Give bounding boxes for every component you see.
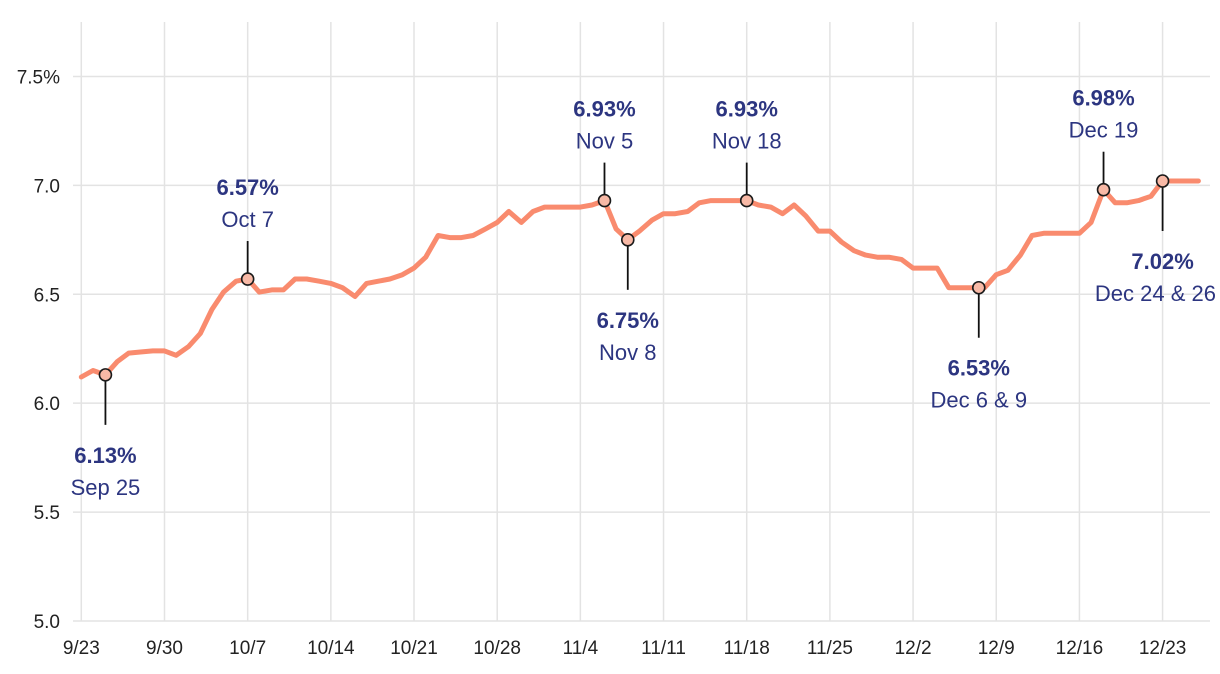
annotation-value: 6.57%	[216, 175, 278, 200]
x-tick-label: 11/11	[641, 638, 686, 659]
annotation-date: Dec 19	[1069, 118, 1139, 143]
annotation-value: 6.75%	[597, 308, 659, 333]
annotation-date: Dec 24 & 26	[1095, 281, 1216, 306]
y-tick-label: 7.5%	[17, 67, 60, 88]
x-tick-label: 12/23	[1139, 638, 1187, 659]
series-line-0	[78, 178, 1201, 380]
data-point-marker	[1155, 174, 1170, 188]
x-tick-label: 9/30	[146, 638, 183, 659]
annotation-value: 6.13%	[74, 443, 136, 468]
x-tick-label: 12/16	[1056, 638, 1104, 659]
annotation: 6.93% Nov 5	[573, 97, 636, 208]
x-tick-label: 11/18	[724, 638, 770, 659]
annotation-date: Nov 8	[599, 340, 656, 365]
data-point-marker	[971, 280, 986, 295]
x-tick-label: 12/9	[978, 638, 1015, 659]
annotation: 6.53% Dec 6 & 9	[930, 280, 1027, 413]
annotation-value: 6.93%	[716, 97, 778, 122]
y-tick-label: 6.5	[34, 285, 60, 306]
annotation-value: 7.02%	[1131, 249, 1193, 274]
y-tick-label: 5.0	[34, 612, 60, 633]
annotation: 6.13% Sep 25	[71, 368, 141, 500]
data-point-marker	[1096, 182, 1111, 197]
data-point-marker	[597, 193, 612, 208]
grid-layer	[73, 22, 1210, 622]
data-point-marker	[739, 193, 754, 208]
x-tick-label: 11/4	[563, 638, 599, 659]
y-tick-label: 7.0	[34, 176, 60, 197]
x-tick-label: 11/25	[807, 638, 853, 659]
annotation-value: 6.53%	[948, 356, 1010, 381]
annotation: 6.75% Nov 8	[597, 233, 659, 365]
y-tick-label: 5.5	[34, 503, 60, 524]
x-tick-label: 10/14	[307, 638, 355, 659]
x-tick-label: 10/21	[390, 638, 438, 659]
annotation: 6.93% Nov 18	[712, 97, 782, 208]
y-tick-label: 6.0	[34, 394, 60, 415]
annotation: 7.02% Dec 24 & 26	[1095, 174, 1216, 306]
annotation-value: 6.98%	[1072, 86, 1134, 111]
annotation-value: 6.93%	[573, 97, 635, 122]
x-tick-label: 10/7	[229, 638, 266, 659]
data-point-marker	[240, 272, 255, 286]
data-point-marker	[98, 368, 113, 382]
x-tick-label: 10/28	[473, 638, 521, 659]
data-point-marker	[620, 233, 635, 247]
annotation-layer: 6.13% Sep 25 6.57% Oct 7 6.93% Nov 5 6.75% Nov …	[71, 86, 1216, 500]
annotation-date: Dec 6 & 9	[930, 388, 1027, 413]
annotation-date: Nov 18	[712, 129, 782, 154]
annotation: 6.98% Dec 19	[1069, 86, 1139, 197]
annotation-date: Nov 5	[576, 129, 633, 154]
annotation-date: Oct 7	[221, 207, 274, 232]
x-tick-label: 12/2	[895, 638, 932, 659]
axis-layer: 5.0 5.5 6.0 6.5 7.0 7.5% 9/23 9/30 10/7 10/14 10/2…	[17, 67, 1187, 659]
annotation-date: Sep 25	[71, 475, 141, 500]
series-layer	[78, 178, 1201, 380]
x-tick-label: 9/23	[63, 638, 100, 659]
annotation: 6.57% Oct 7	[216, 175, 279, 286]
